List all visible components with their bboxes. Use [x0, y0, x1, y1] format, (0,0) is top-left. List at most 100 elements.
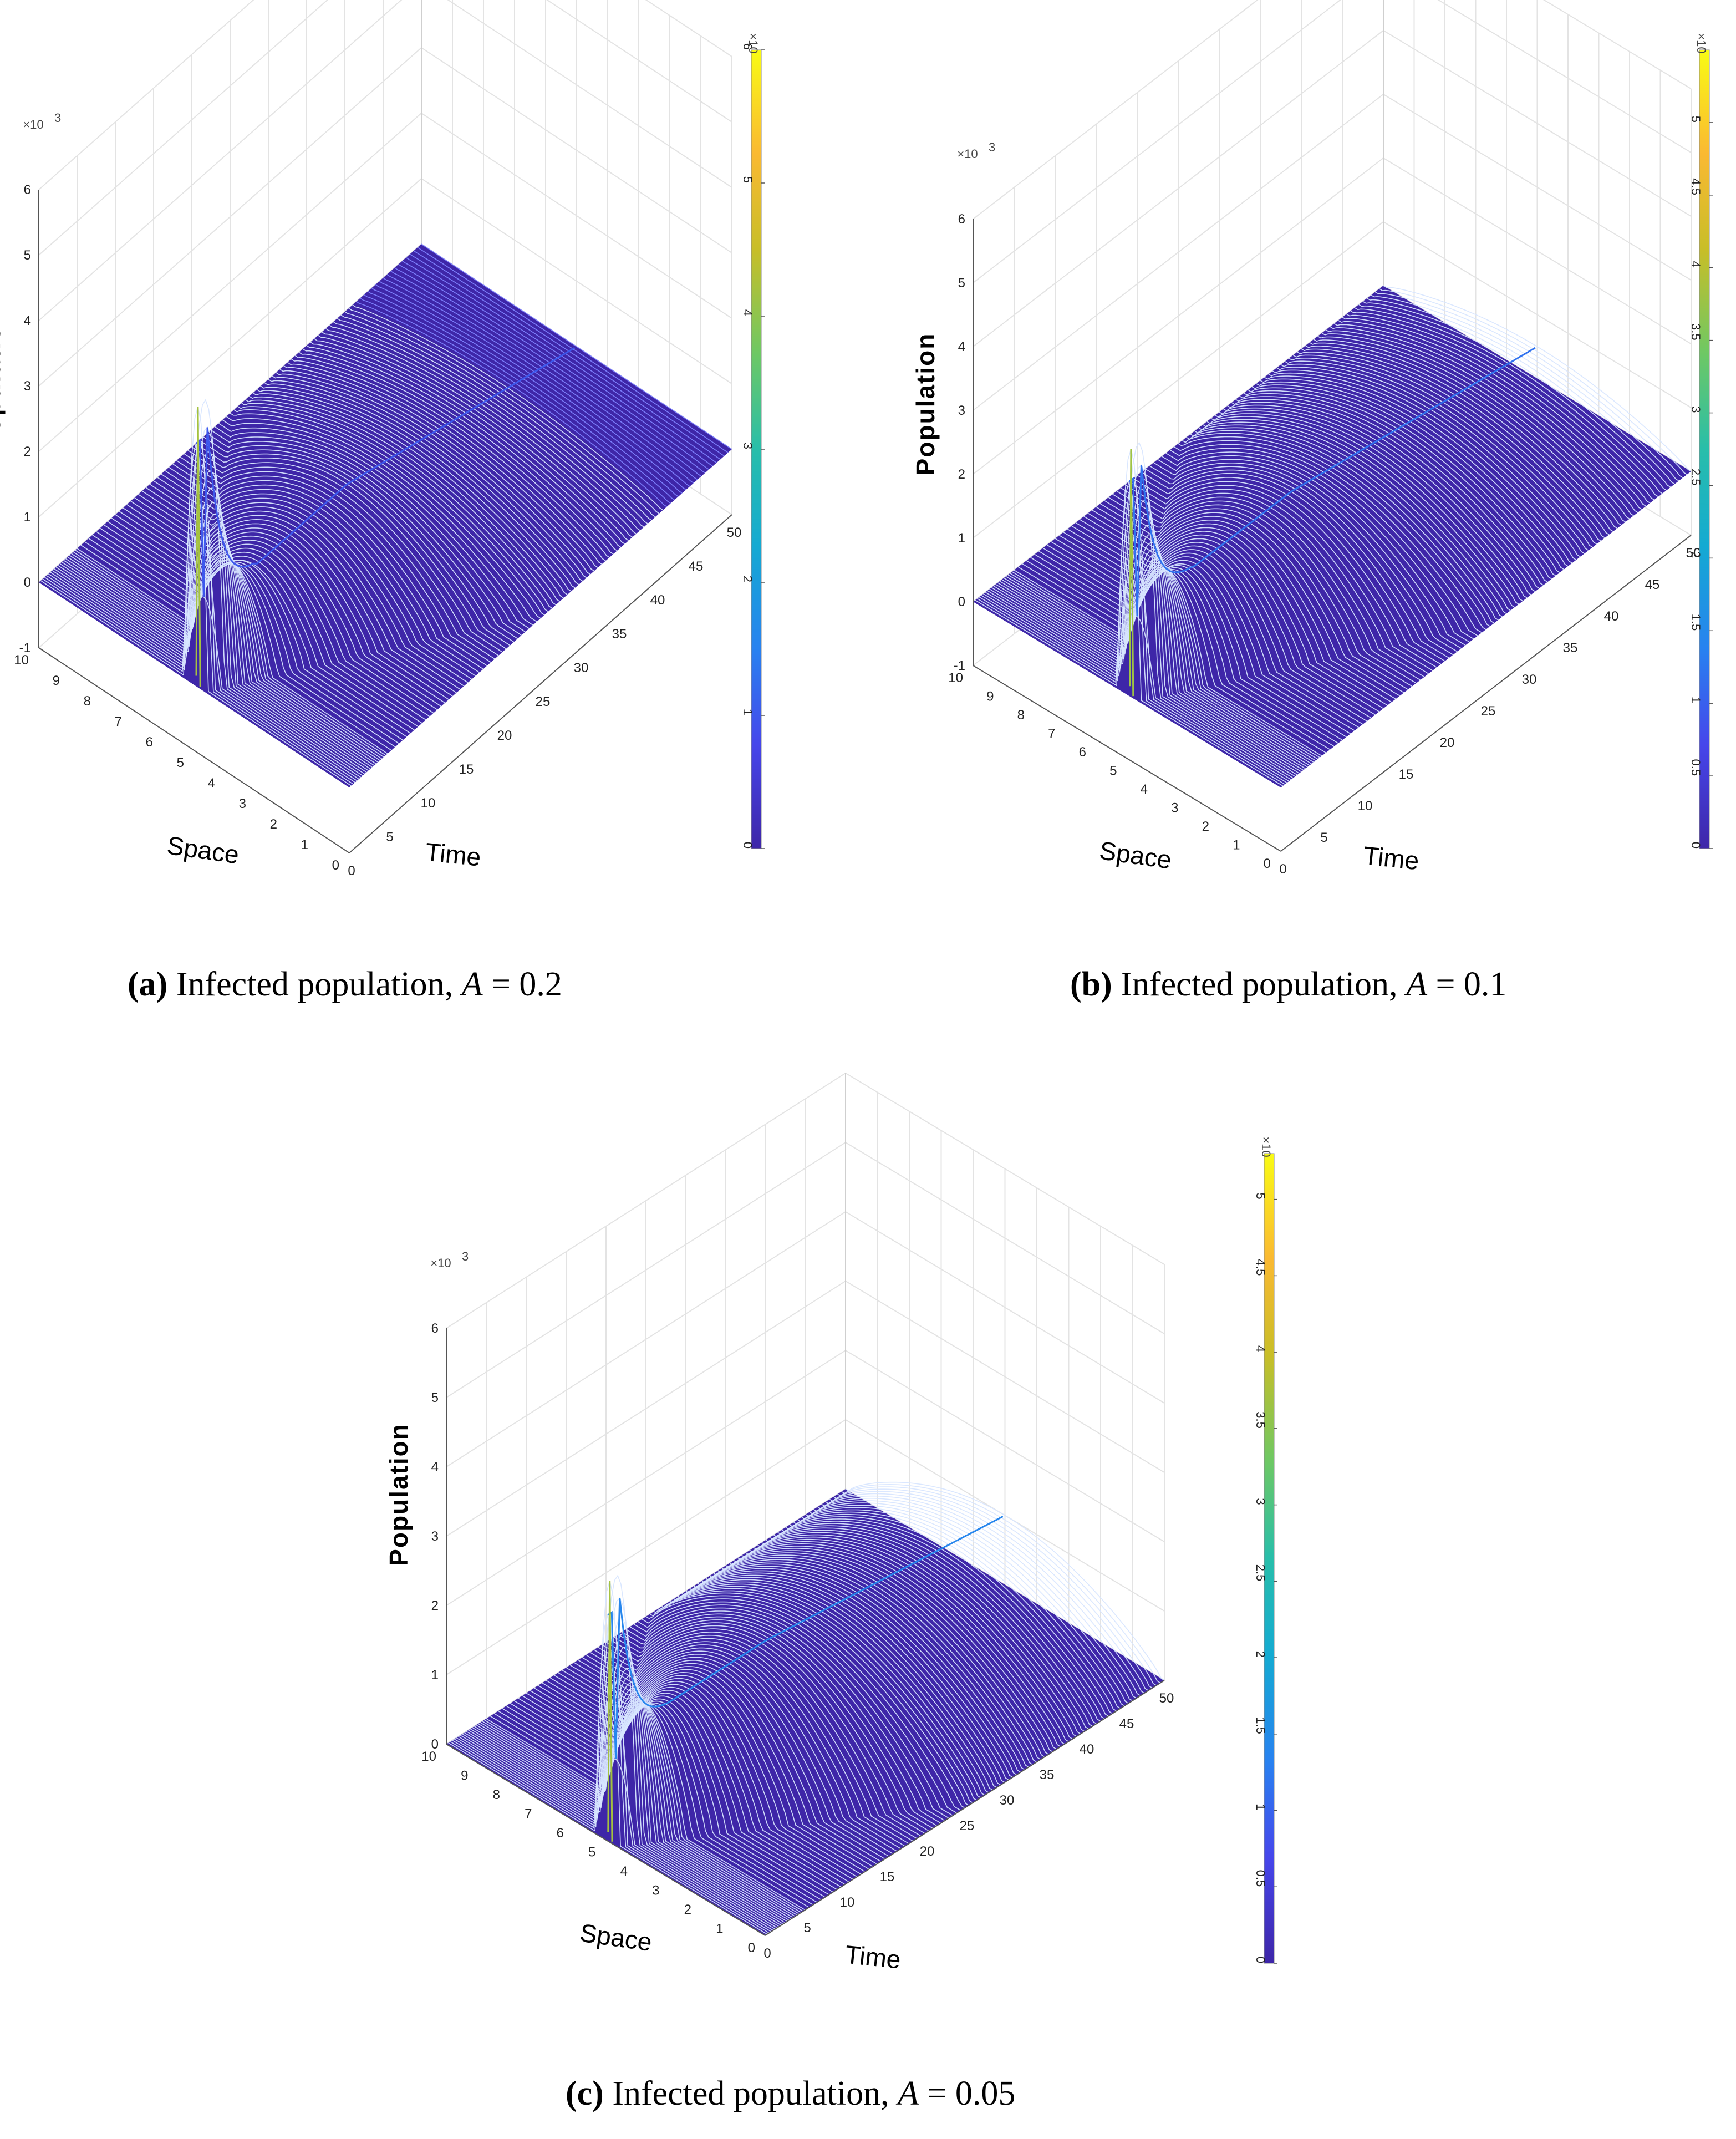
population-tick-label: 3: [431, 1529, 439, 1544]
population-tick-label: 0: [24, 575, 31, 590]
space-axis-line: [38, 647, 350, 853]
surface-plot-c: 012345678910051015202530354045500123456×…: [384, 1072, 1277, 1974]
surface-plot-a: 01234567891005101520253035404550-1012345…: [0, 0, 765, 878]
colorbar-tick-label: 4.5: [1689, 178, 1703, 195]
surface-line: [448, 1614, 768, 1935]
space-tick-label: 9: [986, 689, 994, 704]
time-tick-label: 15: [1399, 767, 1414, 782]
space-tick-label: 1: [716, 1922, 723, 1937]
colorbar-tick-label: 5: [1689, 116, 1703, 123]
population-tick-label: 5: [24, 248, 31, 263]
surface-mesh: [448, 1481, 1165, 1935]
surface-peak: [195, 407, 201, 687]
colorbar-tick-label: 0: [1254, 1957, 1267, 1963]
axes-grid: [38, 0, 732, 648]
caption-c-param: A: [898, 2075, 919, 2112]
gridline-z: [973, 0, 1692, 220]
time-tick-label: 45: [1119, 1716, 1134, 1731]
gridline-z: [38, 0, 732, 256]
time-tick-label: 0: [763, 1946, 771, 1961]
time-tick-label: 30: [1000, 1793, 1015, 1808]
colorbar-tick-label: 2: [1689, 551, 1703, 558]
colorbar-tick-label: 5: [1254, 1192, 1267, 1199]
space-tick-label: 0: [748, 1940, 755, 1955]
colorbar-tick-label: 0.5: [1689, 759, 1703, 776]
population-tick-label: -1: [19, 641, 31, 656]
population-tick-label: 4: [431, 1460, 439, 1475]
population-tick-label: 2: [24, 444, 31, 459]
colorbar-tick-label: 1.5: [1689, 614, 1703, 631]
caption-a: (a) Infected population, A = 0.2: [128, 965, 562, 1004]
time-tick-label: 20: [497, 728, 512, 743]
space-tick-label: 0: [1264, 856, 1271, 871]
population-tick-label: 0: [958, 595, 965, 609]
space-tick-label: 0: [332, 858, 339, 873]
time-axis-title: Time: [1362, 841, 1421, 875]
surface-line: [1383, 285, 1692, 472]
space-tick-label: 4: [1141, 782, 1148, 797]
colorbar-tick-label: 1: [1254, 1803, 1267, 1810]
space-tick-label: 2: [270, 817, 277, 832]
time-tick-label: 20: [1440, 735, 1455, 750]
population-tick-label: 1: [431, 1668, 439, 1683]
space-tick-label: 9: [53, 673, 60, 688]
population-exponent-power: 3: [989, 140, 995, 154]
population-exponent-power: 3: [462, 1249, 469, 1263]
population-tick-label: 6: [24, 182, 31, 197]
space-tick-label: 10: [948, 670, 963, 685]
space-tick-label: 6: [1079, 745, 1086, 760]
time-tick-label: 45: [1645, 577, 1660, 592]
colorbar-tick-label: 1.5: [1254, 1717, 1267, 1734]
time-axis-line: [1280, 535, 1692, 852]
surface-line: [985, 441, 1294, 779]
caption-a-text: Infected population,: [167, 966, 462, 1003]
colorbar-tick-label: 0: [1689, 842, 1703, 849]
space-axis-title: Space: [578, 1918, 654, 1957]
surface-line: [99, 527, 411, 734]
time-tick-label: 45: [689, 559, 704, 574]
space-tick-label: 4: [208, 776, 215, 791]
time-tick-label: 35: [612, 627, 627, 642]
chart-panel-a: 0 1 2 3 4 5 6 7 8 9 10 0 5 10 15 20 25 30 35 40 45 50 -1 0 1 2 3 4 5…: [0, 0, 787, 1003]
time-tick-label: 5: [1320, 830, 1327, 845]
surface-crest: [1128, 347, 1536, 617]
axes-grid: [973, 0, 1692, 666]
space-tick-label: 1: [1233, 838, 1240, 853]
space-tick-label: 3: [239, 796, 246, 811]
surface-line: [50, 399, 362, 778]
caption-b-letter: (b): [1070, 966, 1112, 1003]
axes-grid: [446, 1072, 1165, 1745]
colorbar-tick-label: 0: [741, 842, 755, 849]
time-tick-label: 5: [803, 1920, 811, 1935]
colorbar-tick-label: 0.5: [1254, 1870, 1267, 1887]
population-axis-title: Population: [384, 1423, 413, 1566]
caption-b: (b) Infected population, A = 0.1: [1070, 965, 1506, 1004]
space-tick-label: 6: [146, 735, 153, 750]
time-tick-label: 40: [650, 593, 665, 608]
space-tick-label: 5: [588, 1845, 595, 1860]
space-tick-label: 10: [14, 653, 29, 668]
caption-b-value: = 0.1: [1427, 966, 1507, 1003]
caption-c-value: = 0.05: [918, 2075, 1016, 2112]
space-tick-label: 2: [684, 1902, 691, 1917]
population-tick-label: 4: [24, 313, 31, 328]
population-axis-title: Population: [0, 308, 6, 451]
colorbar-tick-label: 4.5: [1254, 1259, 1267, 1276]
surface-line: [421, 243, 732, 450]
population-exponent-label: ×10: [957, 147, 978, 161]
space-tick-label: 7: [525, 1807, 532, 1822]
time-axis-line: [765, 1680, 1165, 1936]
time-tick-label: 50: [1159, 1691, 1174, 1706]
space-axis-title: Space: [165, 831, 241, 870]
population-tick-label: 2: [431, 1598, 439, 1613]
gridline-z: [38, 0, 732, 190]
chart-panel-c: 0 1 2 3 4 5 6 7 8 9 10 0 5 10 15 20 25 30 35 40 45 50 0 1 2 3 4 5 6 ×…: [384, 1072, 1303, 2112]
surface-line: [845, 1481, 1165, 1681]
space-tick-label: 10: [421, 1749, 436, 1764]
surface-mesh: [975, 285, 1692, 786]
surface-mesh: [40, 243, 732, 786]
time-tick-label: 10: [1358, 799, 1373, 814]
colorbar-tick-label: 4: [1689, 261, 1703, 267]
colorbar-tick-label: 3: [741, 443, 755, 449]
surface-peak: [1129, 449, 1134, 697]
